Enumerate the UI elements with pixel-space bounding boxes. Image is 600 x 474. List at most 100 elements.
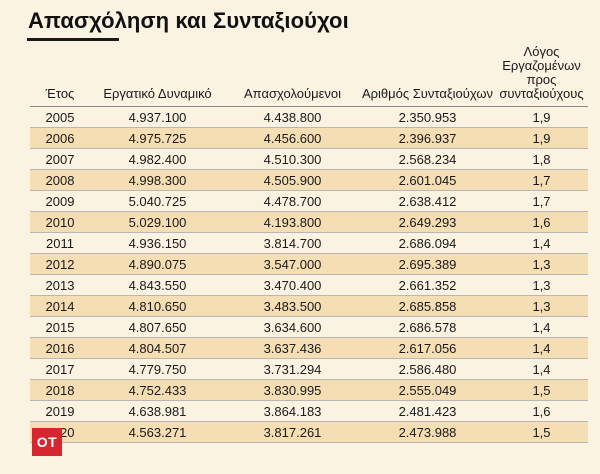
cell-pensioners: 2.555.049 [360,379,495,401]
table-row: 2008 4.998.300 4.505.900 2.601.045 1,7 [30,169,588,191]
cell-year: 2013 [30,274,90,296]
cell-ratio: 1,7 [495,169,588,191]
table-row: 2019 4.638.981 3.864.183 2.481.423 1,6 [30,400,588,422]
cell-year: 2010 [30,211,90,233]
cell-employed: 3.547.000 [225,253,360,275]
cell-ratio: 1,4 [495,316,588,338]
cell-ratio: 1,5 [495,379,588,401]
cell-year: 2015 [30,316,90,338]
table-row: 2009 5.040.725 4.478.700 2.638.412 1,7 [30,190,588,212]
cell-ratio: 1,6 [495,400,588,422]
cell-ratio: 1,7 [495,190,588,212]
cell-employed: 3.470.400 [225,274,360,296]
cell-employed: 4.505.900 [225,169,360,191]
cell-labor-force: 4.936.150 [90,232,225,254]
table-row: 2006 4.975.725 4.456.600 2.396.937 1,9 [30,127,588,149]
cell-year: 2017 [30,358,90,380]
column-header-ratio: Λόγος Εργαζομένων προς συνταξιούχους [495,45,588,107]
cell-year: 2005 [30,106,90,128]
cell-labor-force: 4.804.507 [90,337,225,359]
cell-labor-force: 4.998.300 [90,169,225,191]
cell-labor-force: 4.843.550 [90,274,225,296]
cell-year: 2008 [30,169,90,191]
cell-ratio: 1,8 [495,148,588,170]
table-row: 2013 4.843.550 3.470.400 2.661.352 1,3 [30,274,588,296]
table-row: 2016 4.804.507 3.637.436 2.617.056 1,4 [30,337,588,359]
cell-employed: 4.478.700 [225,190,360,212]
cell-year: 2007 [30,148,90,170]
cell-labor-force: 4.779.750 [90,358,225,380]
cell-pensioners: 2.686.578 [360,316,495,338]
cell-ratio: 1,3 [495,274,588,296]
ot-logo: OT [32,428,62,456]
cell-pensioners: 2.695.389 [360,253,495,275]
cell-labor-force: 4.810.650 [90,295,225,317]
chart-title: Απασχόληση και Συνταξιούχοι [28,8,349,33]
cell-pensioners: 2.568.234 [360,148,495,170]
cell-ratio: 1,4 [495,232,588,254]
cell-employed: 3.637.436 [225,337,360,359]
cell-pensioners: 2.473.988 [360,421,495,443]
cell-labor-force: 4.752.433 [90,379,225,401]
column-header-labor-force: Εργατικό Δυναμικό [90,45,225,107]
table-row: 2007 4.982.400 4.510.300 2.568.234 1,8 [30,148,588,170]
cell-employed: 4.510.300 [225,148,360,170]
cell-labor-force: 5.029.100 [90,211,225,233]
cell-year: 2014 [30,295,90,317]
cell-labor-force: 4.807.650 [90,316,225,338]
cell-labor-force: 4.937.100 [90,106,225,128]
table-body: 2005 4.937.100 4.438.800 2.350.953 1,9 2006 4.… [30,106,588,443]
cell-year: 2012 [30,253,90,275]
table-row: 2015 4.807.650 3.634.600 2.686.578 1,4 [30,316,588,338]
table-row: 2014 4.810.650 3.483.500 2.685.858 1,3 [30,295,588,317]
cell-employed: 3.814.700 [225,232,360,254]
table-row: 2012 4.890.075 3.547.000 2.695.389 1,3 [30,253,588,275]
column-header-year: Έτος [30,45,90,107]
cell-pensioners: 2.685.858 [360,295,495,317]
table-row: 2017 4.779.750 3.731.294 2.586.480 1,4 [30,358,588,380]
cell-pensioners: 2.617.056 [360,337,495,359]
cell-employed: 3.830.995 [225,379,360,401]
cell-employed: 4.456.600 [225,127,360,149]
cell-ratio: 1,5 [495,421,588,443]
cell-labor-force: 4.975.725 [90,127,225,149]
table-header-row: Έτος Εργατικό Δυναμικό Απασχολούμενοι Αρ… [30,45,588,107]
cell-employed: 3.731.294 [225,358,360,380]
cell-ratio: 1,9 [495,127,588,149]
cell-year: 2011 [30,232,90,254]
cell-pensioners: 2.649.293 [360,211,495,233]
cell-pensioners: 2.661.352 [360,274,495,296]
cell-year: 2018 [30,379,90,401]
cell-pensioners: 2.481.423 [360,400,495,422]
cell-ratio: 1,4 [495,337,588,359]
cell-pensioners: 2.396.937 [360,127,495,149]
cell-ratio: 1,6 [495,211,588,233]
cell-labor-force: 4.563.271 [90,421,225,443]
cell-employed: 4.438.800 [225,106,360,128]
cell-labor-force: 4.638.981 [90,400,225,422]
cell-employed: 3.483.500 [225,295,360,317]
cell-employed: 4.193.800 [225,211,360,233]
cell-pensioners: 2.686.094 [360,232,495,254]
cell-year: 2019 [30,400,90,422]
table-row: 2005 4.937.100 4.438.800 2.350.953 1,9 [30,106,588,128]
cell-ratio: 1,3 [495,253,588,275]
cell-employed: 3.817.261 [225,421,360,443]
column-header-employed: Απασχολούμενοι [225,45,360,107]
cell-year: 2006 [30,127,90,149]
cell-ratio: 1,9 [495,106,588,128]
cell-ratio: 1,4 [495,358,588,380]
cell-labor-force: 4.982.400 [90,148,225,170]
cell-employed: 3.634.600 [225,316,360,338]
title-underline [27,38,119,41]
column-header-pensioners: Αριθμός Συνταξιούχων [360,45,495,107]
cell-pensioners: 2.601.045 [360,169,495,191]
cell-pensioners: 2.586.480 [360,358,495,380]
cell-pensioners: 2.638.412 [360,190,495,212]
cell-labor-force: 5.040.725 [90,190,225,212]
cell-labor-force: 4.890.075 [90,253,225,275]
cell-pensioners: 2.350.953 [360,106,495,128]
cell-employed: 3.864.183 [225,400,360,422]
cell-year: 2016 [30,337,90,359]
